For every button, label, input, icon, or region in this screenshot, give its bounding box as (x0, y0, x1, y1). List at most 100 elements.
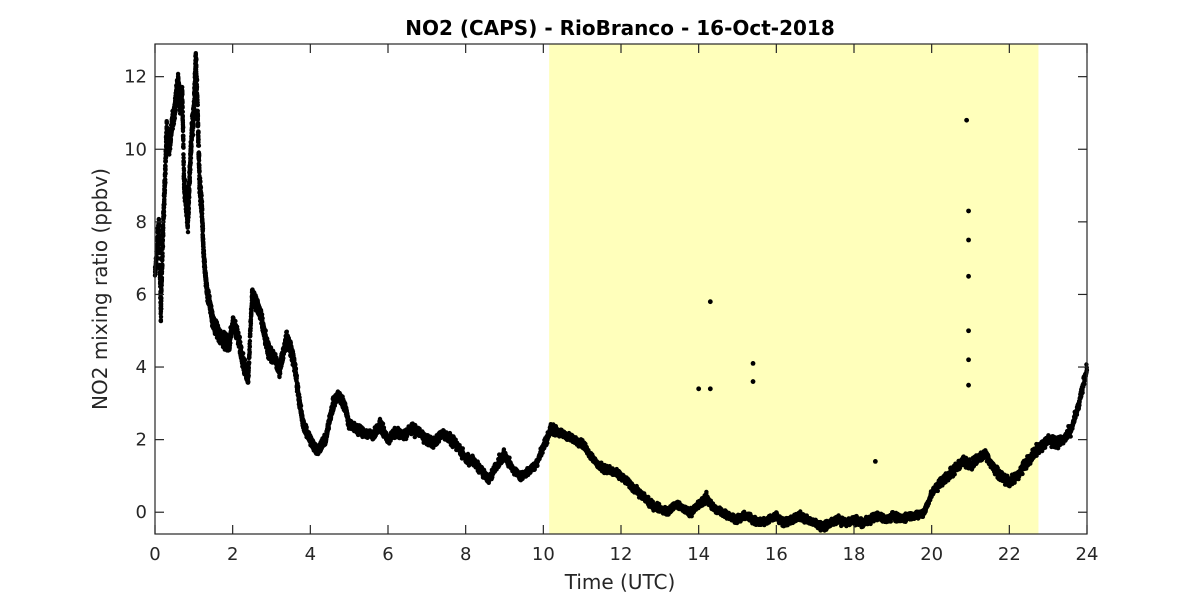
data-point (228, 340, 233, 346)
data-point (195, 108, 200, 114)
data-point (162, 197, 167, 202)
data-point (156, 224, 162, 229)
data-point (172, 116, 177, 121)
data-point (249, 308, 254, 313)
data-point (197, 153, 202, 158)
data-point (181, 155, 186, 160)
data-point (181, 152, 186, 157)
data-point (236, 330, 241, 335)
data-point (259, 312, 265, 317)
data-point (293, 366, 299, 371)
data-point (198, 185, 204, 190)
data-point (185, 224, 190, 229)
data-point (260, 316, 265, 321)
data-point (160, 253, 165, 259)
data-point (246, 373, 251, 378)
data-point (197, 163, 202, 168)
data-point (170, 126, 175, 131)
data-point (326, 426, 331, 431)
data-point (168, 146, 173, 151)
data-point (162, 187, 168, 193)
data-point (181, 133, 186, 138)
data-point (199, 199, 205, 204)
data-point (163, 171, 168, 176)
data-point (187, 188, 192, 193)
data-point (195, 120, 201, 126)
highlight-region (549, 44, 1039, 534)
data-point (161, 225, 166, 230)
data-point (239, 345, 244, 350)
data-point (191, 116, 197, 121)
data-point (284, 329, 289, 334)
data-point (191, 109, 197, 115)
data-point (194, 57, 199, 62)
data-point (200, 226, 206, 231)
data-point (196, 133, 201, 139)
data-point (202, 264, 208, 270)
data-point (201, 248, 207, 253)
data-point (159, 298, 164, 304)
data-point (281, 356, 286, 361)
data-point (247, 360, 252, 365)
data-point (162, 202, 167, 207)
data-point (163, 163, 168, 169)
data-point (159, 306, 164, 312)
data-point (195, 102, 200, 108)
data-point (188, 167, 193, 172)
data-point (199, 211, 205, 216)
data-point (160, 244, 166, 249)
data-point (164, 125, 170, 130)
data-point (174, 101, 179, 106)
data-point (159, 288, 164, 293)
data-point (194, 62, 199, 68)
data-point (196, 143, 202, 148)
data-point (191, 121, 196, 127)
data-point (180, 120, 186, 125)
data-point (201, 237, 206, 242)
data-point (247, 338, 253, 344)
data-point (187, 195, 192, 200)
data-point (294, 373, 299, 378)
data-point (163, 159, 168, 164)
data-point (157, 233, 162, 239)
data-point (180, 109, 185, 115)
data-point (181, 138, 186, 143)
data-point (158, 302, 164, 307)
data-point (180, 128, 186, 134)
data-point (238, 339, 243, 345)
data-point (182, 178, 188, 183)
data-point (180, 91, 185, 97)
data-point (189, 144, 194, 149)
data-point (164, 120, 169, 126)
data-point (194, 84, 200, 90)
highlight-layer (549, 44, 1039, 534)
data-point (195, 113, 201, 118)
data-point (198, 179, 203, 184)
data-point (202, 259, 207, 264)
data-point (160, 237, 165, 242)
data-point (186, 210, 191, 215)
data-point (207, 294, 212, 299)
data-point (194, 77, 200, 83)
data-point (158, 318, 164, 324)
data-point (159, 275, 165, 280)
data-point (180, 105, 185, 110)
data-point (173, 107, 178, 113)
data-point (159, 283, 164, 288)
data-point (209, 303, 214, 309)
data-point (168, 137, 174, 142)
data-point (263, 328, 268, 333)
data-point (163, 154, 169, 160)
data-point (186, 206, 191, 211)
data-point (181, 160, 186, 165)
data-point (242, 357, 248, 363)
data-point (460, 446, 465, 451)
data-point (181, 168, 187, 173)
data-point (188, 160, 193, 165)
data-point (199, 193, 204, 198)
data-point (380, 421, 386, 426)
data-point (246, 365, 251, 371)
data-point (197, 169, 202, 174)
data-point (176, 76, 181, 82)
data-point (206, 289, 211, 295)
